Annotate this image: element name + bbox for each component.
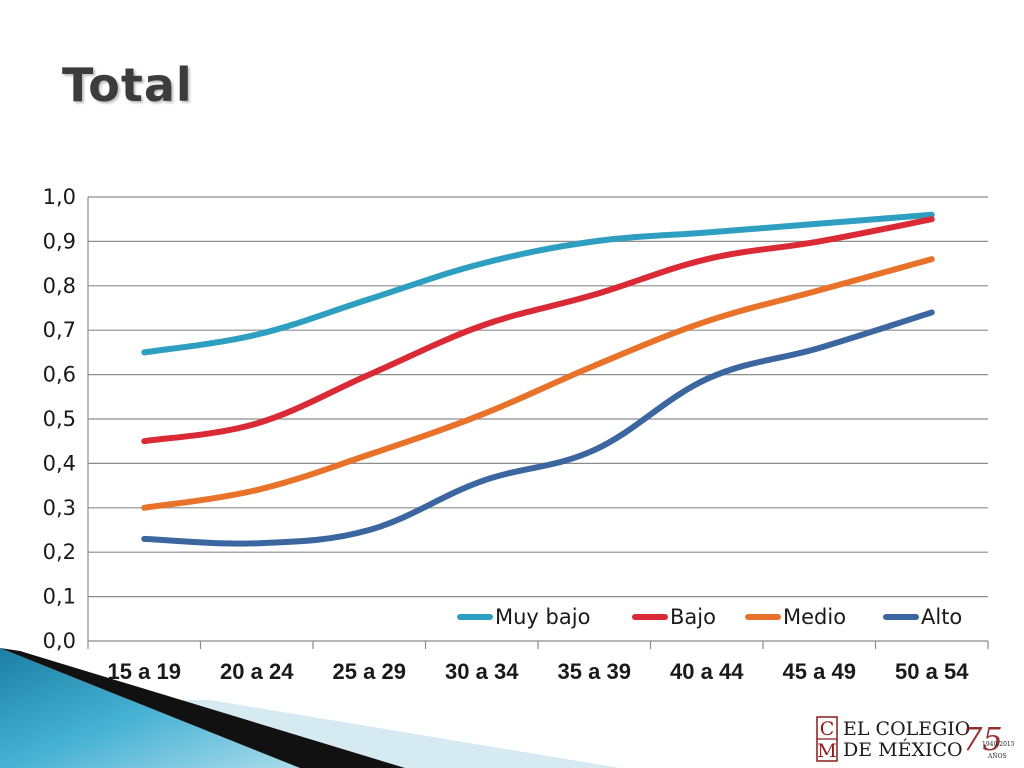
data-point-1-4 (591, 292, 597, 298)
data-point-0-0 (141, 349, 147, 355)
data-point-1-7 (929, 216, 935, 222)
logo-anniversary-word: AÑOS (987, 752, 1007, 760)
data-point-1-2 (366, 372, 372, 378)
data-point-1-0 (141, 438, 147, 444)
data-point-2-4 (591, 363, 597, 369)
y-tick-label: 0,1 (43, 585, 76, 609)
y-tick-label: 0,2 (43, 540, 76, 564)
corner-black-stripe (0, 648, 405, 768)
x-tick-label: 35 a 39 (558, 659, 631, 684)
legend-label-3: Alto (921, 605, 962, 629)
x-tick-label: 20 a 24 (220, 659, 294, 684)
legend-label-0: Muy bajo (495, 605, 590, 629)
series-line-0 (141, 211, 935, 356)
data-point-0-6 (816, 221, 822, 227)
data-point-3-0 (141, 536, 147, 542)
data-point-3-2 (366, 527, 372, 533)
chart-gridlines (88, 196, 988, 598)
logo-line-2: DE MÉXICO (843, 738, 963, 761)
corner-decoration (0, 648, 620, 768)
legend-label-2: Medio (783, 605, 846, 629)
x-axis-ticks: 15 a 19 20 a 24 25 a 29 30 a 34 35 a 39 40 a … (108, 659, 970, 684)
data-point-2-0 (141, 505, 147, 511)
data-point-0-3 (479, 261, 485, 267)
chart-axes (87, 197, 989, 649)
x-tick-label: 30 a 34 (445, 659, 519, 684)
x-tick-label: 45 a 49 (783, 659, 856, 684)
logo-monogram-bottom: M (817, 740, 836, 762)
data-point-0-7 (929, 212, 935, 218)
data-point-3-6 (816, 345, 822, 351)
data-point-3-4 (591, 447, 597, 453)
y-tick-label: 0,9 (43, 229, 76, 253)
series-line-1 (141, 216, 935, 445)
data-point-0-2 (366, 296, 372, 302)
logo-line-1: EL COLEGIO (843, 718, 970, 740)
el-colegio-de-mexico-logo: C M EL COLEGIO DE MÉXICO 75 1940-2015 AÑ… (816, 716, 1015, 762)
data-point-2-6 (816, 287, 822, 293)
x-tick-label: 15 a 19 (108, 659, 181, 684)
chart-legend: Muy bajo Bajo Medio Alto (457, 605, 962, 629)
data-point-0-1 (254, 332, 260, 338)
y-tick-label: 0,5 (43, 407, 76, 431)
y-tick-label: 0,8 (43, 274, 76, 298)
data-point-2-1 (254, 487, 260, 493)
data-point-3-1 (254, 540, 260, 546)
data-point-1-3 (479, 323, 485, 329)
data-point-3-5 (704, 376, 710, 382)
logo-anniversary-years: 1940-2015 (982, 741, 1015, 748)
data-point-3-7 (929, 309, 935, 315)
data-point-3-3 (479, 478, 485, 484)
data-point-1-6 (816, 238, 822, 244)
data-point-2-3 (479, 412, 485, 418)
y-axis-ticks: 0,0 0,1 0,2 0,3 0,4 0,5 0,6 0,7 0,8 0,9 1,0 (43, 185, 76, 653)
legend-label-1: Bajo (670, 605, 716, 629)
chart-series (141, 211, 935, 547)
y-tick-label: 0,3 (43, 496, 76, 520)
x-tick-label: 50 a 54 (895, 659, 969, 684)
logo-monogram-top: C (820, 718, 835, 740)
series-line-3 (141, 309, 935, 547)
slide-title: Total (62, 58, 193, 112)
y-tick-label: 0,0 (43, 629, 76, 653)
data-point-1-5 (704, 256, 710, 262)
data-point-0-4 (591, 238, 597, 244)
y-tick-label: 1,0 (43, 185, 76, 209)
x-tick-label: 40 a 44 (670, 659, 744, 684)
y-tick-label: 0,4 (43, 451, 76, 475)
data-point-1-1 (254, 420, 260, 426)
data-point-0-5 (704, 230, 710, 236)
data-point-2-5 (704, 318, 710, 324)
y-tick-label: 0,6 (43, 363, 76, 387)
x-tick-label: 25 a 29 (333, 659, 406, 684)
series-line-2 (141, 256, 935, 511)
y-tick-label: 0,7 (43, 318, 76, 342)
data-point-2-2 (366, 452, 372, 458)
data-point-2-7 (929, 256, 935, 262)
logo-anniversary-number: 75 (962, 720, 1003, 758)
